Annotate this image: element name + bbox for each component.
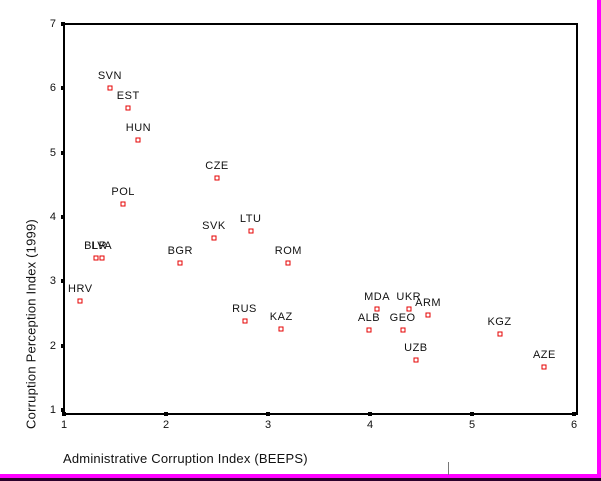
point-label-HUN: HUN (125, 121, 152, 134)
point-label-POL: POL (111, 186, 135, 199)
point-label-SVK: SVK (202, 219, 226, 232)
plot-area (63, 23, 578, 415)
data-point-BGR (177, 260, 183, 266)
x-tick (164, 412, 168, 416)
data-point-HUN (135, 137, 141, 143)
point-label-UKR: UKR (396, 290, 422, 303)
point-label-EST: EST (116, 89, 140, 102)
point-label-CZE: CZE (205, 160, 229, 173)
selection-border-right (597, 0, 601, 478)
y-tick (61, 215, 65, 219)
point-label-UZB: UZB (404, 341, 428, 354)
data-point-ROM (285, 260, 291, 266)
point-label-MDA: MDA (364, 290, 391, 303)
x-tick-label: 4 (366, 419, 374, 431)
cursor-artifact (448, 462, 449, 475)
y-tick (61, 408, 65, 412)
point-label-KAZ: KAZ (269, 310, 293, 323)
data-point-KAZ (278, 326, 284, 332)
y-tick (61, 279, 65, 284)
x-tick (62, 412, 66, 416)
point-label-ARM: ARM (415, 296, 442, 309)
point-label-GEO: GEO (389, 311, 416, 324)
x-tick-label: 3 (264, 419, 272, 431)
x-tick (572, 412, 576, 416)
data-point-MDA (374, 306, 380, 312)
data-point-ARM (425, 312, 431, 318)
x-axis-title: Administrative Corruption Index (BEEPS) (63, 451, 308, 466)
point-label-ALB: ALB (357, 311, 381, 324)
data-point-KGZ (497, 331, 503, 337)
x-tick-label: 1 (60, 419, 68, 431)
y-tick-label: 2 (49, 339, 56, 352)
y-tick (61, 343, 65, 348)
x-tick-label: 6 (570, 419, 578, 431)
window-bottom-edge (0, 478, 601, 481)
point-label-ROM: ROM (274, 245, 302, 258)
data-point-UKR (406, 306, 412, 312)
data-point-EST (125, 105, 131, 111)
data-point-BLR (93, 255, 99, 261)
point-label-KGZ: KGZ (487, 316, 512, 329)
data-point-LTU (248, 228, 254, 233)
y-tick-label: 3 (49, 275, 56, 288)
y-tick (61, 22, 65, 26)
data-point-SVN (107, 85, 113, 91)
data-point-RUS (242, 318, 248, 324)
point-label-LTU: LTU (239, 212, 262, 225)
point-label-HRV: HRV (68, 282, 93, 295)
data-point-GEO (400, 327, 406, 333)
point-label-BGR: BGR (167, 244, 193, 257)
y-tick (61, 150, 65, 155)
data-point-UZB (413, 357, 419, 363)
y-axis-title: Corruption Perception Index (1999) (23, 219, 39, 429)
point-label-RUS: RUS (232, 302, 257, 315)
point-label-BLR: BLR (84, 239, 108, 252)
data-point-HRV (77, 298, 83, 304)
y-tick-label: 1 (49, 404, 56, 416)
x-tick (470, 412, 474, 416)
x-tick-label: 2 (162, 419, 170, 431)
x-tick (266, 412, 270, 416)
data-point-ALB (366, 327, 372, 333)
y-tick (61, 86, 65, 91)
data-point-CZE (214, 175, 220, 181)
data-point-SVK (211, 235, 217, 241)
selection-border-bottom (0, 474, 601, 478)
x-tick-label: 5 (468, 419, 476, 431)
point-label-AZE: AZE (532, 348, 556, 361)
x-tick (368, 412, 372, 416)
y-tick-label: 6 (49, 82, 56, 95)
data-point-LVA (99, 255, 105, 261)
y-tick-label: 4 (49, 211, 56, 223)
data-point-POL (120, 201, 126, 207)
point-label-LVA: LVA (91, 239, 113, 252)
y-tick-label: 7 (49, 18, 56, 30)
data-point-AZE (541, 364, 547, 370)
y-tick-label: 5 (49, 146, 56, 159)
point-label-SVN: SVN (97, 70, 122, 83)
